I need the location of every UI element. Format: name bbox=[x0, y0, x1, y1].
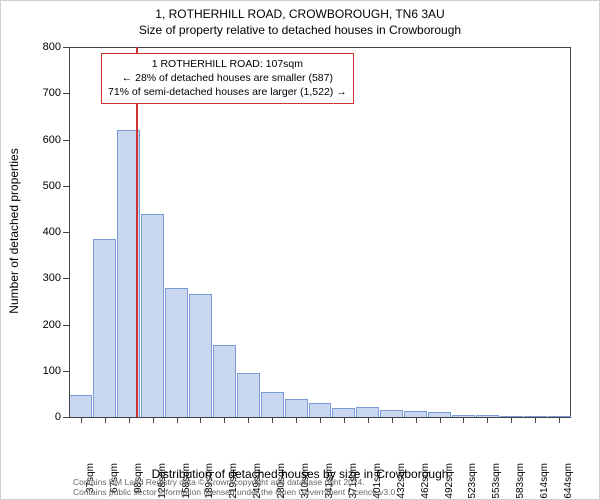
y-tick bbox=[63, 325, 69, 326]
histogram-bar bbox=[380, 410, 403, 417]
histogram-bar bbox=[69, 395, 92, 417]
chart-container: 1, ROTHERHILL ROAD, CROWBOROUGH, TN6 3AU… bbox=[0, 0, 600, 500]
x-tick bbox=[224, 417, 225, 423]
annotation-line-1: 1 ROTHERHILL ROAD: 107sqm bbox=[108, 57, 347, 71]
x-tick bbox=[81, 417, 82, 423]
y-tick-label: 0 bbox=[21, 411, 61, 423]
x-tick bbox=[272, 417, 273, 423]
y-axis-line bbox=[69, 47, 70, 417]
y-tick-label: 700 bbox=[21, 87, 61, 99]
histogram-bar bbox=[261, 392, 284, 417]
chart-title-line2: Size of property relative to detached ho… bbox=[1, 21, 599, 37]
x-tick bbox=[392, 417, 393, 423]
x-tick bbox=[320, 417, 321, 423]
y-tick-label: 300 bbox=[21, 272, 61, 284]
copyright-line-2: Contains public sector information licen… bbox=[73, 487, 398, 497]
x-tick bbox=[200, 417, 201, 423]
x-tick bbox=[440, 417, 441, 423]
x-tick bbox=[344, 417, 345, 423]
annotation-box: 1 ROTHERHILL ROAD: 107sqm ← 28% of detac… bbox=[101, 53, 354, 104]
y-tick-label: 500 bbox=[21, 180, 61, 192]
histogram-bar bbox=[141, 214, 164, 418]
histogram-bar bbox=[332, 408, 355, 417]
y-tick bbox=[63, 278, 69, 279]
x-tick bbox=[463, 417, 464, 423]
histogram-bar bbox=[237, 373, 260, 417]
histogram-bar bbox=[189, 294, 212, 417]
y-tick-label: 100 bbox=[21, 365, 61, 377]
y-tick bbox=[63, 232, 69, 233]
x-tick bbox=[416, 417, 417, 423]
copyright-text: Contains HM Land Registry data © Crown c… bbox=[73, 477, 398, 497]
x-tick bbox=[511, 417, 512, 423]
x-tick bbox=[559, 417, 560, 423]
y-tick-label: 400 bbox=[21, 226, 61, 238]
y-tick bbox=[63, 93, 69, 94]
x-tick bbox=[129, 417, 130, 423]
annotation-line-3: 71% of semi-detached houses are larger (… bbox=[108, 85, 347, 99]
annotation-line-2: ← 28% of detached houses are smaller (58… bbox=[108, 71, 347, 85]
chart-title-line1: 1, ROTHERHILL ROAD, CROWBOROUGH, TN6 3AU bbox=[1, 1, 599, 21]
y-tick bbox=[63, 140, 69, 141]
y-tick bbox=[63, 47, 69, 48]
histogram-bar bbox=[213, 345, 236, 417]
histogram-bar bbox=[165, 288, 188, 418]
histogram-bar bbox=[93, 239, 116, 417]
histogram-bar bbox=[309, 403, 332, 417]
x-tick bbox=[368, 417, 369, 423]
y-tick bbox=[63, 371, 69, 372]
histogram-bar bbox=[356, 407, 379, 417]
x-tick bbox=[296, 417, 297, 423]
y-axis-title: Number of detached properties bbox=[7, 148, 21, 313]
x-tick bbox=[248, 417, 249, 423]
y-tick bbox=[63, 186, 69, 187]
x-tick bbox=[177, 417, 178, 423]
y-tick-label: 600 bbox=[21, 134, 61, 146]
x-tick bbox=[105, 417, 106, 423]
x-tick bbox=[535, 417, 536, 423]
copyright-line-1: Contains HM Land Registry data © Crown c… bbox=[73, 477, 398, 487]
y-tick bbox=[63, 417, 69, 418]
histogram-bar bbox=[285, 399, 308, 418]
y-tick-label: 800 bbox=[21, 41, 61, 53]
y-tick-label: 200 bbox=[21, 319, 61, 331]
x-tick bbox=[487, 417, 488, 423]
x-tick bbox=[153, 417, 154, 423]
